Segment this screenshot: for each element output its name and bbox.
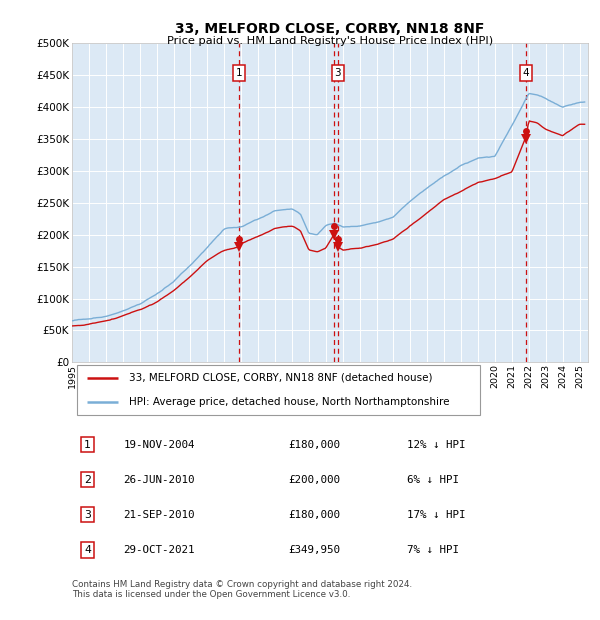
Text: 12% ↓ HPI: 12% ↓ HPI (407, 440, 466, 450)
Text: 4: 4 (523, 68, 529, 78)
Text: 1: 1 (84, 440, 91, 450)
Text: 19-NOV-2004: 19-NOV-2004 (124, 440, 195, 450)
Text: 21-SEP-2010: 21-SEP-2010 (124, 510, 195, 520)
Text: HPI: Average price, detached house, North Northamptonshire: HPI: Average price, detached house, Nort… (129, 397, 449, 407)
Text: 33, MELFORD CLOSE, CORBY, NN18 8NF: 33, MELFORD CLOSE, CORBY, NN18 8NF (175, 22, 485, 36)
Text: £200,000: £200,000 (289, 475, 341, 485)
Text: 3: 3 (84, 510, 91, 520)
Text: 29-OCT-2021: 29-OCT-2021 (124, 545, 195, 555)
FancyBboxPatch shape (77, 365, 479, 415)
Text: £180,000: £180,000 (289, 510, 341, 520)
Text: 6% ↓ HPI: 6% ↓ HPI (407, 475, 460, 485)
Text: 7% ↓ HPI: 7% ↓ HPI (407, 545, 460, 555)
Text: 17% ↓ HPI: 17% ↓ HPI (407, 510, 466, 520)
Text: Contains HM Land Registry data © Crown copyright and database right 2024.
This d: Contains HM Land Registry data © Crown c… (72, 580, 412, 600)
Text: 33, MELFORD CLOSE, CORBY, NN18 8NF (detached house): 33, MELFORD CLOSE, CORBY, NN18 8NF (deta… (129, 373, 432, 383)
Text: Price paid vs. HM Land Registry's House Price Index (HPI): Price paid vs. HM Land Registry's House … (167, 36, 493, 46)
Text: 26-JUN-2010: 26-JUN-2010 (124, 475, 195, 485)
Text: 4: 4 (84, 545, 91, 555)
Text: 1: 1 (236, 68, 242, 78)
Text: £180,000: £180,000 (289, 440, 341, 450)
Text: 3: 3 (335, 68, 341, 78)
Text: 2: 2 (84, 475, 91, 485)
Text: £349,950: £349,950 (289, 545, 341, 555)
